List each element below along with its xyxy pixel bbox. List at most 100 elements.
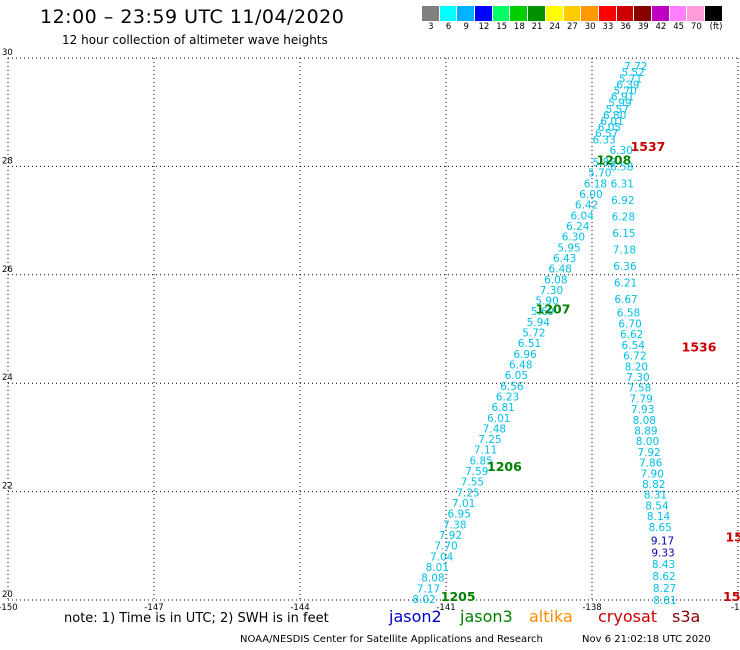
swh-value: 6.62 [620,329,643,341]
swh-value: 6.21 [614,278,637,290]
swh-value: 5.90 [535,296,558,308]
swh-value: 5.57 [606,104,629,116]
y-tick-label: 28 [2,156,13,166]
y-tick-label: 22 [2,482,13,492]
scale-label: 12 [478,22,490,32]
scale-swatch [581,6,599,21]
swh-value: 5.70 [614,86,637,98]
swh-value: 7.72 [624,61,647,73]
swh-value: 6.39 [616,79,639,91]
footer-note: note: 1) Time is in UTC; 2) SWH is in fe… [64,611,329,626]
scale-swatch [545,6,564,21]
swh-value: 6.28 [612,211,635,223]
swh-value: 7.86 [639,458,663,470]
y-tick-label: 20 [2,590,13,600]
y-tick-label: 26 [2,265,13,275]
swh-value: 5.72 [522,328,545,340]
scale-swatch [598,6,617,21]
sat-legend-altika: altika [529,607,573,626]
x-tick-label: -147 [144,603,163,613]
x-tick-label: -138 [582,603,601,613]
swh-value: 6.80 [603,110,626,122]
scale-label: 27 [567,22,578,32]
scale-label: (ft) [709,22,723,32]
scale-label: 18 [513,22,525,32]
scale-swatch [422,6,440,21]
swh-value: 8.08 [421,573,444,585]
swh-value: 6.43 [553,253,576,265]
swh-value: 7.90 [641,468,664,480]
swh-value: 8.82 [642,479,665,491]
swh-value: 6.72 [623,351,646,363]
swh-value: 7.58 [628,383,651,395]
swh-value: 5.70 [588,168,611,180]
swh-value: 6.58 [617,308,640,320]
swh-value: 6.15 [612,228,635,240]
pass-label: 1207 [536,302,571,317]
swh-value: 8.54 [645,500,669,512]
sat-legend-jason3: jason3 [460,607,513,626]
swh-value: 7.04 [430,551,454,563]
swh-value: 6.05 [505,370,528,382]
pass-label: 1537 [631,139,666,154]
swh-value: 8.62 [652,571,675,583]
swh-value: 5.94 [527,317,551,329]
scale-swatch [563,6,582,21]
swh-value: 6.95 [448,509,471,521]
swh-value: 6.96 [513,349,537,361]
swh-value: 6.00 [579,189,602,201]
swh-value: 6.01 [600,116,623,128]
swh-value: 6.48 [549,264,572,276]
swh-value: 7.55 [461,477,484,489]
swh-value: 6.85 [469,455,492,467]
scale-label: 9 [463,22,469,32]
swh-value: 7.25 [456,487,479,499]
swh-value: 6.24 [566,221,590,233]
x-tick-label: -13 [731,603,740,613]
footer-timestamp: Nov 6 21:02:18 UTC 2020 [582,634,711,645]
wave-height-scale-labels: 3 6 9 12 15 18 21 24 27 30 33 36 39 42 45 70 (ft) [422,22,740,33]
swh-value: 6.33 [592,134,615,146]
scale-swatch [705,6,723,21]
x-tick-label: -144 [290,603,309,613]
swh-value: 7.30 [626,372,649,384]
scale-swatch [510,6,529,21]
swh-value: 5.85 [592,157,615,169]
pass-label: 1206 [487,459,522,474]
pass-label: 1535 [725,529,740,544]
swh-value: 6.01 [487,413,510,425]
swh-value: 8.20 [625,361,648,373]
swh-value: 6.30 [610,145,633,157]
scale-label: 36 [620,22,631,32]
swh-value: 7.11 [474,445,497,457]
swh-value: 7.79 [629,393,652,405]
swh-value: 6.51 [518,338,541,350]
swh-value: 6.23 [496,391,519,403]
pass-label: 1205 [441,589,476,604]
swh-value: 6.81 [491,402,514,414]
swh-value: 7.38 [443,519,466,531]
scale-label: 24 [549,22,561,32]
scale-label: 42 [655,22,667,32]
sat-legend-s3a: s3a [672,607,701,626]
swh-value: 8.02 [412,594,435,606]
swh-value: 8.14 [647,511,671,523]
scale-label: 6 [445,22,452,32]
swh-value: 8.01 [426,562,449,574]
scale-swatch [616,6,635,21]
swh-value: 5.52 [621,67,644,79]
swh-value: 5.95 [557,242,580,254]
swh-value: 7.17 [417,583,440,595]
swh-value: 8.89 [634,425,657,437]
sat-legend-jason2: jason2 [389,607,442,626]
swh-value: 7.30 [540,285,563,297]
swh-value: 6.04 [571,210,595,222]
y-tick-label: 30 [2,48,13,58]
scale-swatch [651,6,670,21]
swh-value: 8.27 [653,583,676,595]
swh-value: 7.48 [483,423,506,435]
swh-value: 8.00 [636,436,659,448]
swh-value: 6.57 [595,128,618,140]
wave-height-color-scale [422,6,723,21]
